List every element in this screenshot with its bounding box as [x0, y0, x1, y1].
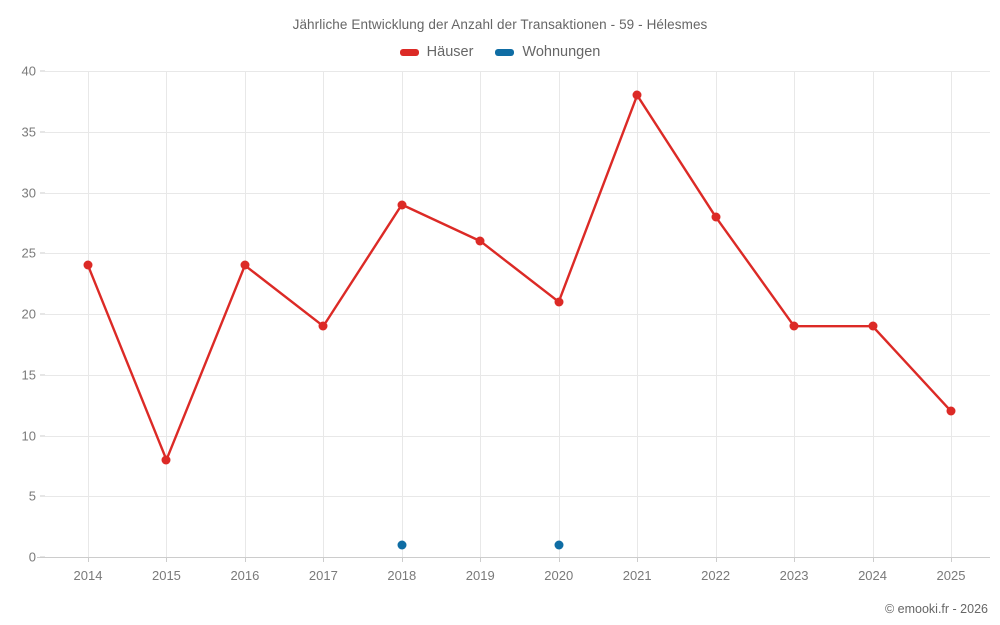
data-point-marker[interactable]: [161, 455, 171, 465]
data-point-marker[interactable]: [397, 540, 407, 550]
gridline-vertical: [951, 71, 952, 557]
y-axis-tick-mark: [40, 313, 45, 315]
x-axis-tick-mark: [480, 557, 482, 562]
gridline-horizontal: [45, 253, 990, 255]
gridline-horizontal: [45, 192, 990, 194]
series-line: [86, 94, 953, 461]
gridline-vertical: [88, 71, 89, 557]
y-axis-tick-mark: [40, 192, 45, 193]
x-axis-tick-label: 2015: [151, 568, 181, 583]
y-axis-tick-mark: [40, 435, 45, 436]
data-point-marker[interactable]: [397, 200, 407, 210]
gridline-horizontal: [45, 496, 990, 498]
x-axis-tick-mark: [637, 557, 639, 562]
gridline-vertical: [244, 71, 246, 557]
y-axis-tick-label: 30: [21, 185, 36, 200]
x-axis-tick-label: 2025: [936, 568, 966, 583]
x-axis-tick-label: 2016: [230, 568, 260, 583]
data-point-marker[interactable]: [554, 297, 564, 307]
gridline-vertical: [794, 71, 796, 557]
y-axis-tick-label: 25: [21, 245, 36, 261]
gridline-horizontal: [45, 435, 990, 437]
footer-copyright: © emooki.fr - 2026: [884, 602, 988, 616]
legend-item-label: Häuser: [426, 44, 474, 60]
chart-legend: Häuser Wohnungen: [0, 44, 1000, 60]
y-axis-tick-label: 35: [21, 124, 36, 140]
x-axis-tick-label: 2019: [465, 568, 495, 583]
y-axis-tick-mark: [40, 70, 45, 72]
gridline-vertical: [166, 71, 168, 557]
x-axis-tick-label: 2020: [544, 568, 574, 583]
x-axis-tick-label: 2023: [779, 568, 809, 583]
gridline-horizontal: [45, 71, 990, 72]
plot-area: [37, 71, 990, 558]
data-point-marker[interactable]: [240, 260, 250, 270]
x-axis-tick-mark: [558, 557, 560, 562]
gridline-horizontal: [45, 374, 990, 376]
gridline-vertical: [872, 71, 874, 557]
data-point-marker[interactable]: [789, 321, 799, 331]
gridline-vertical: [480, 71, 482, 557]
y-axis-tick-label: 20: [21, 306, 36, 322]
grid-layer: [37, 71, 990, 558]
x-axis-tick-mark: [323, 557, 325, 562]
data-point-marker[interactable]: [83, 260, 93, 270]
y-axis-tick-mark: [40, 131, 45, 133]
y-axis-tick-mark: [40, 495, 45, 497]
x-axis-tick-mark: [872, 557, 874, 562]
data-point-marker[interactable]: [632, 90, 642, 100]
y-axis-tick-label: 0: [28, 549, 36, 565]
x-axis-tick-label: 2021: [622, 568, 652, 583]
data-point-marker[interactable]: [318, 321, 328, 331]
gridline-vertical: [637, 71, 639, 557]
y-axis-tick-label: 15: [21, 367, 36, 383]
legend-item-label: Wohnungen: [522, 44, 601, 60]
x-axis-tick-label: 2018: [387, 568, 417, 583]
gridline-vertical: [715, 71, 717, 557]
x-axis-tick-label: 2014: [73, 568, 103, 583]
x-axis-tick-mark: [244, 557, 246, 562]
data-point-marker[interactable]: [475, 236, 485, 246]
x-axis-tick-mark: [166, 557, 168, 562]
chart-title: Jährliche Entwicklung der Anzahl der Tra…: [292, 17, 708, 32]
x-axis-tick-mark: [401, 557, 403, 562]
x-axis-tick-label: 2024: [858, 568, 887, 583]
series-lines: [86, 94, 953, 461]
legend-swatch-line-icon: [495, 48, 515, 56]
x-axis-tick-label: 2022: [701, 568, 731, 583]
gridline-horizontal: [45, 131, 990, 133]
y-axis: 0 5 10 15 20 25 30 35 40: [0, 64, 45, 565]
gridline-horizontal: [45, 314, 990, 315]
x-axis: 2014 2015 2016 2017 2018 2019 2020 2021 2022 2023…: [45, 557, 990, 591]
data-point-marker[interactable]: [711, 212, 721, 222]
x-axis-tick-mark: [88, 557, 89, 562]
legend-item-wohnungen[interactable]: Wohnungen: [495, 44, 600, 60]
data-point-marker[interactable]: [946, 406, 956, 416]
x-axis-tick-label: 2017: [308, 568, 338, 583]
x-axis-tick-mark: [715, 557, 717, 562]
data-point-marker[interactable]: [868, 321, 878, 331]
legend-item-haeuser[interactable]: Häuser: [399, 44, 474, 60]
gridline-vertical: [401, 71, 403, 557]
x-axis-tick-mark: [794, 557, 796, 562]
y-axis-tick-mark: [40, 374, 45, 376]
gridline-vertical: [558, 71, 560, 557]
legend-swatch-line-icon: [399, 48, 419, 56]
y-axis-tick-label: 5: [28, 488, 36, 504]
data-point-marker[interactable]: [554, 540, 564, 550]
y-axis-tick-mark: [40, 252, 45, 254]
x-axis-baseline: [37, 557, 990, 558]
x-axis-tick-mark: [951, 557, 952, 562]
y-axis-tick-label: 10: [21, 428, 36, 443]
series-layer: [45, 71, 990, 557]
gridline-vertical: [323, 71, 325, 557]
y-axis-tick-label: 40: [21, 63, 36, 79]
